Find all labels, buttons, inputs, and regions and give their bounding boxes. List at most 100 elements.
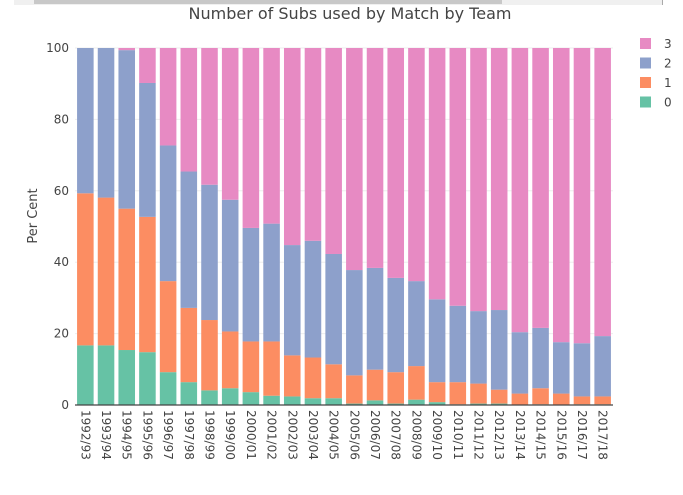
bar-segment-0 — [490, 403, 508, 405]
bar-segment-2 — [159, 145, 177, 282]
legend-label: 3 — [664, 37, 672, 51]
bar-segment-1 — [490, 389, 508, 404]
bar-segment-2 — [387, 277, 405, 373]
bar-segment-0 — [201, 390, 218, 405]
x-tick-label: 2013/14 — [513, 410, 527, 460]
bar-segment-2 — [263, 223, 280, 342]
bar-segment-3 — [470, 48, 487, 312]
bar-segment-3 — [159, 48, 177, 146]
bar-segment-1 — [408, 366, 425, 400]
bar-segment-3 — [428, 48, 446, 300]
bar-segment-2 — [180, 171, 198, 308]
x-tick-label: 2016/17 — [575, 410, 589, 460]
legend-swatch-1 — [640, 77, 651, 88]
bar-segment-3 — [573, 48, 591, 344]
bar-segment-3 — [118, 48, 136, 51]
bar-segment-0 — [387, 403, 405, 405]
bar-segment-2 — [77, 48, 94, 194]
bar-segment-3 — [346, 48, 363, 271]
x-tick-label: 2009/10 — [430, 410, 444, 460]
y-tick-label: 40 — [54, 255, 69, 269]
bar-segment-0 — [180, 382, 198, 405]
y-tick-label: 20 — [54, 327, 69, 341]
x-tick-label: 1998/99 — [203, 410, 217, 460]
bar-segment-2 — [490, 310, 508, 390]
bar-segment-1 — [221, 331, 239, 389]
bar-segment-1 — [552, 393, 570, 405]
bar-segment-0 — [428, 402, 446, 405]
bar-segment-1 — [449, 382, 467, 405]
x-tick-label: 1993/94 — [99, 410, 113, 460]
bar-segment-3 — [594, 48, 611, 337]
bar-segment-1 — [304, 357, 322, 399]
bar-segment-3 — [201, 48, 218, 185]
x-tick-label: 1999/00 — [223, 410, 237, 460]
bar-segment-2 — [97, 48, 115, 198]
bar-segment-2 — [346, 270, 363, 376]
y-tick-label: 0 — [61, 398, 69, 412]
legend-label: 0 — [664, 96, 672, 110]
bar-segment-3 — [283, 48, 301, 246]
bar-segment-3 — [221, 48, 239, 200]
horizontal-scrollbar[interactable] — [14, 0, 663, 5]
bar-segment-3 — [366, 48, 384, 268]
bar-segment-1 — [366, 369, 384, 401]
y-tick-label: 60 — [54, 184, 69, 198]
bar-segment-1 — [180, 307, 198, 383]
bar-segment-3 — [552, 48, 570, 343]
bar-segment-2 — [532, 327, 549, 389]
bar-segment-2 — [511, 332, 529, 394]
bar-segment-0 — [242, 392, 260, 405]
x-tick-label: 2004/05 — [327, 410, 341, 460]
x-tick-label: 2011/12 — [472, 410, 486, 460]
x-tick-label: 1997/98 — [182, 410, 196, 460]
x-tick-label: 2005/06 — [347, 410, 361, 460]
bar-segment-1 — [532, 388, 549, 405]
bar-segment-2 — [304, 240, 322, 358]
legend-label: 1 — [664, 76, 672, 90]
bar-segment-3 — [449, 48, 467, 306]
bar-segment-0 — [77, 345, 94, 405]
x-tick-label: 2012/13 — [492, 410, 506, 460]
x-tick-label: 2017/18 — [596, 410, 610, 460]
bar-segment-1 — [263, 341, 280, 396]
scrollbar-thumb[interactable] — [34, 0, 502, 4]
bar-segment-3 — [387, 48, 405, 278]
bar-segment-2 — [283, 245, 301, 356]
bar-segment-1 — [118, 208, 136, 351]
legend-swatch-2 — [640, 57, 651, 69]
bar-segment-0 — [470, 403, 487, 405]
bar-segment-2 — [573, 343, 591, 397]
bar-segment-2 — [366, 267, 384, 370]
x-tick-label: 2008/09 — [409, 410, 423, 460]
bar-segment-2 — [139, 82, 156, 217]
bar-segment-1 — [325, 364, 342, 399]
bar-segment-0 — [118, 350, 136, 405]
bar-segment-1 — [387, 372, 405, 404]
x-tick-label: 2014/15 — [534, 410, 548, 460]
bar-segment-1 — [77, 193, 94, 346]
bar-segment-1 — [511, 393, 529, 405]
bar-segment-0 — [325, 398, 342, 405]
bar-segment-1 — [97, 197, 115, 346]
bar-segment-0 — [408, 399, 425, 405]
bar-segment-0 — [159, 372, 177, 405]
x-tick-label: 1994/95 — [120, 410, 134, 460]
bar-segment-2 — [118, 50, 136, 209]
bar-segment-2 — [470, 311, 487, 384]
bar-segment-1 — [573, 396, 591, 405]
bar-segment-3 — [180, 48, 198, 172]
bar-segment-2 — [552, 342, 570, 394]
bar-segment-1 — [346, 375, 363, 404]
bar-segment-3 — [139, 48, 156, 83]
x-tick-label: 2010/11 — [451, 410, 465, 460]
bar-segment-1 — [159, 281, 177, 373]
bar-segment-1 — [242, 341, 260, 393]
bar-segment-2 — [201, 184, 218, 321]
bar-segment-0 — [221, 388, 239, 405]
chart-title: Number of Subs used by Match by Team — [189, 4, 512, 23]
bar-segment-2 — [408, 281, 425, 367]
bar-segment-2 — [449, 305, 467, 383]
bar-segment-1 — [283, 355, 301, 397]
